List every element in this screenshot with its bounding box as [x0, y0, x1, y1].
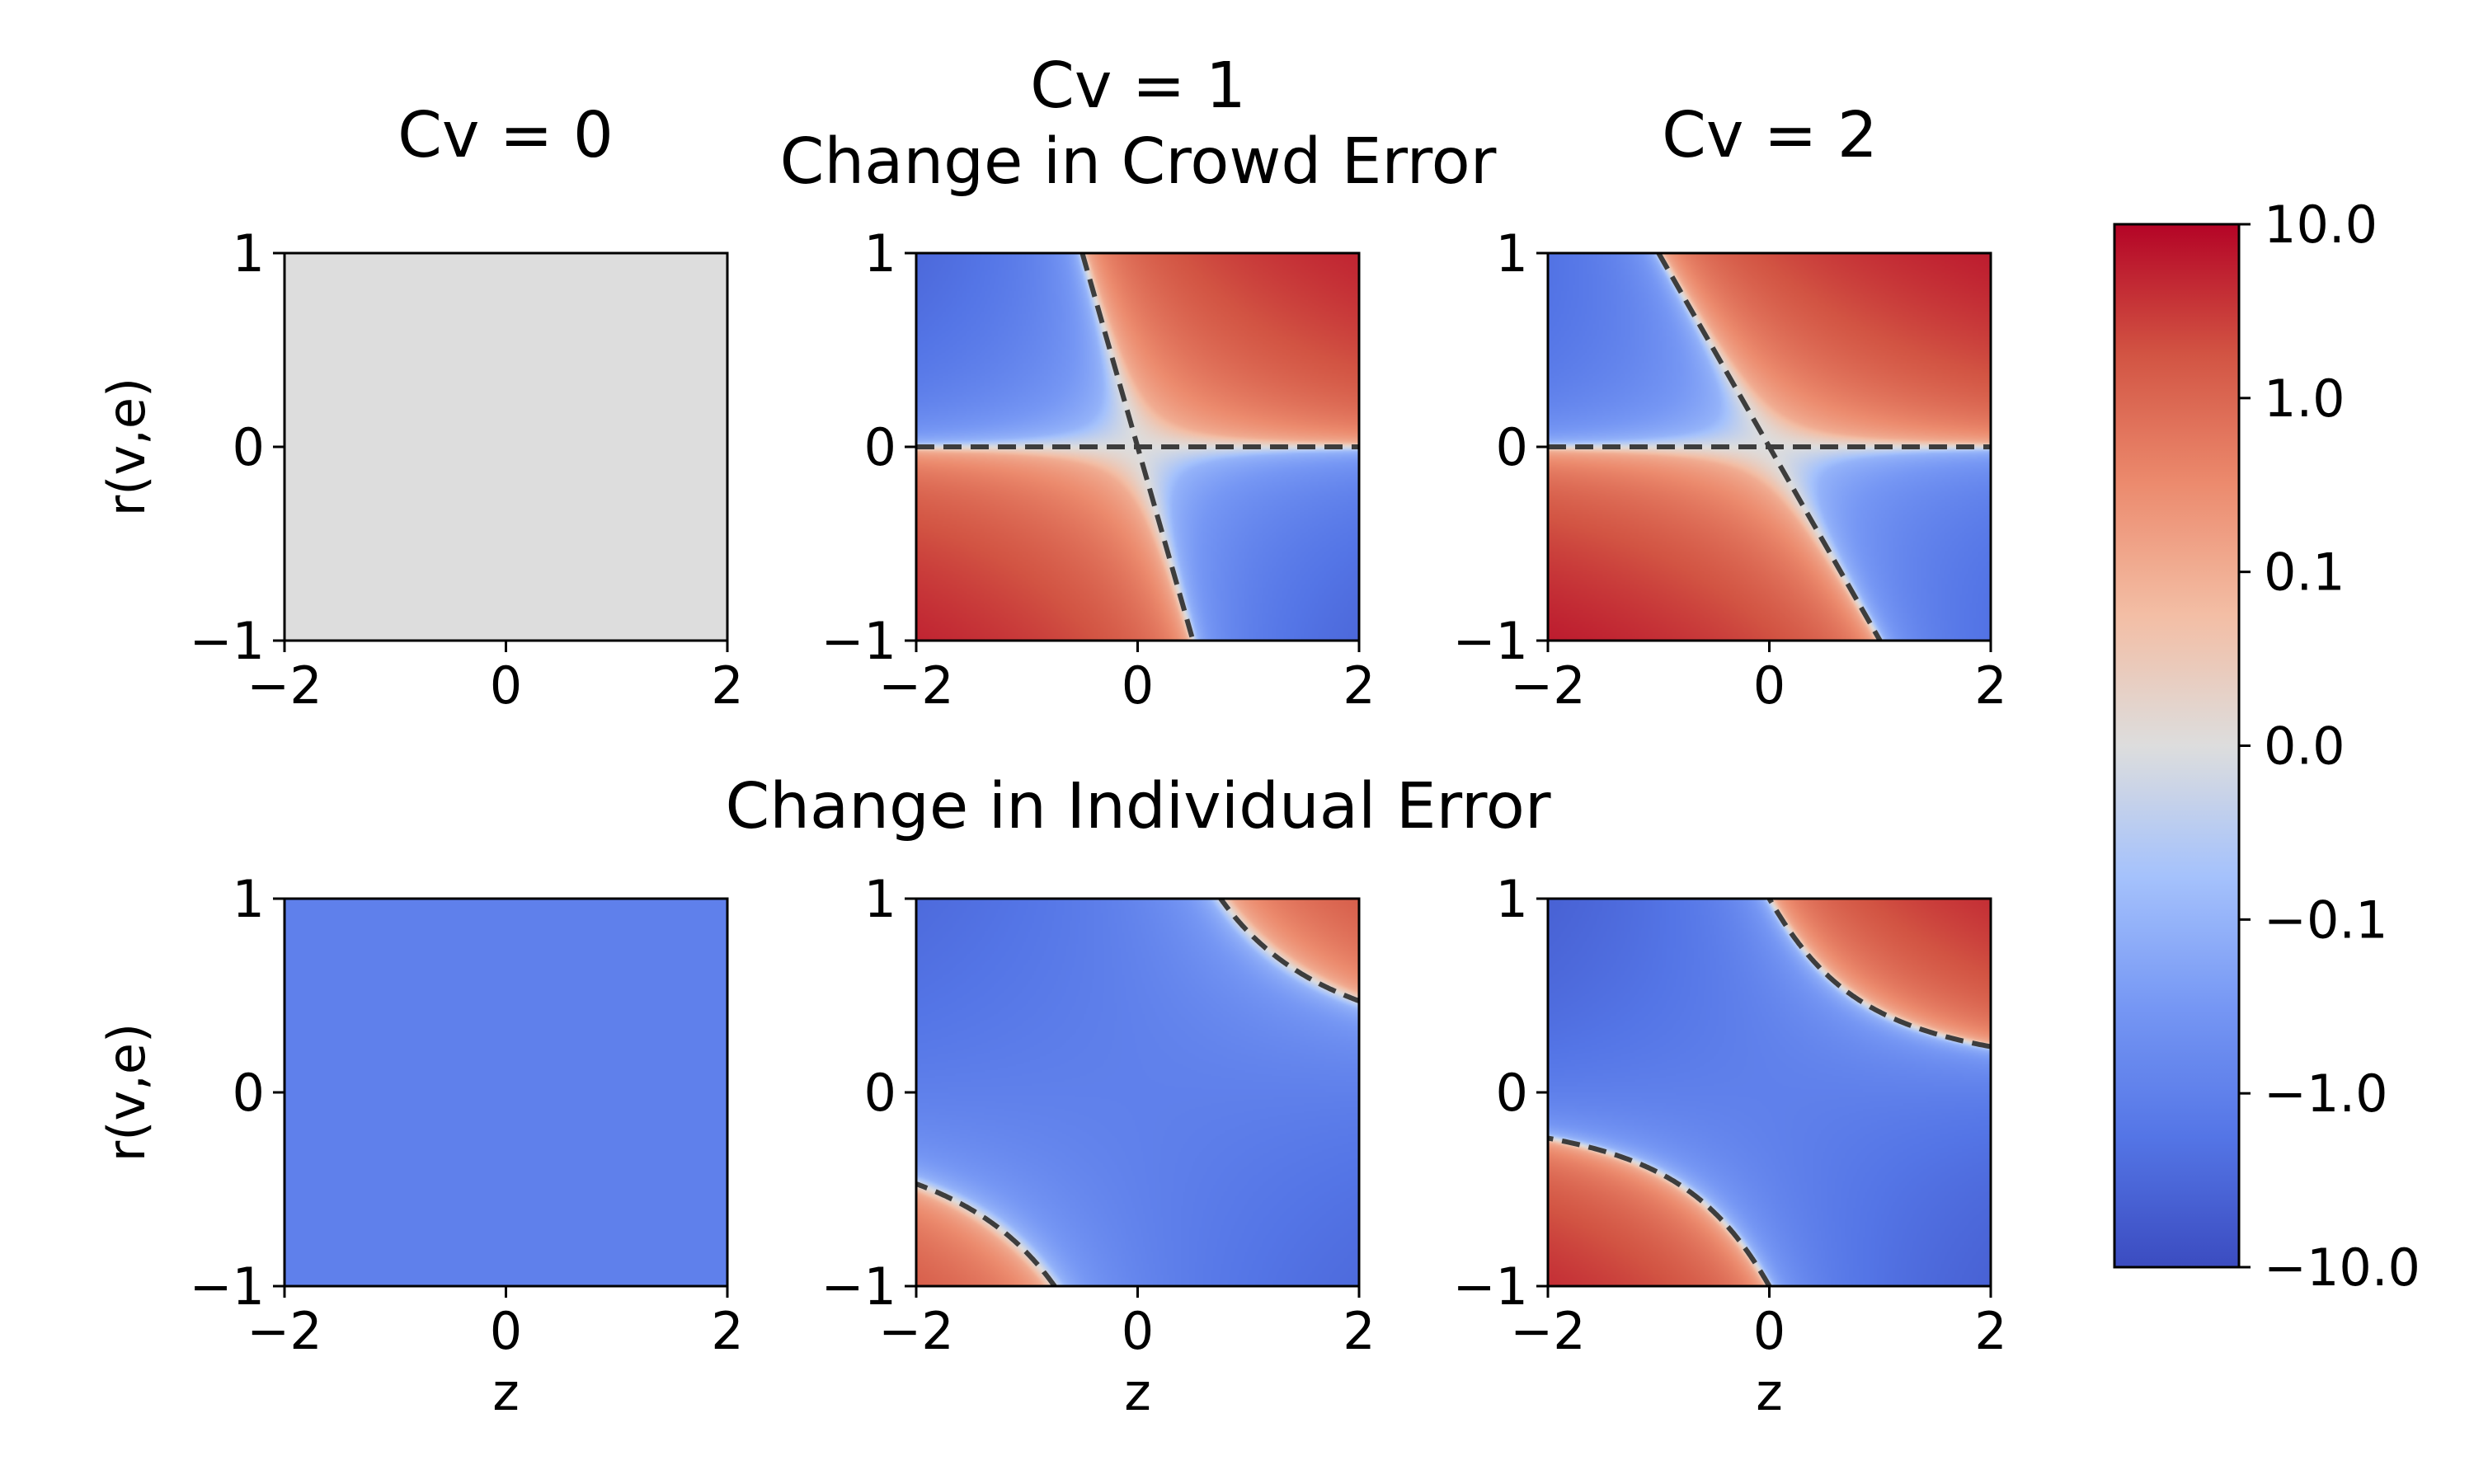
x-axis-label: z: [1756, 1362, 1783, 1422]
title-crowd-error: Change in Crowd Error: [780, 125, 1497, 199]
y-tick-label: −1: [190, 1256, 265, 1317]
contour-group: [1548, 899, 1991, 1286]
y-tick-label: −1: [1453, 611, 1528, 671]
x-tick-label: −2: [878, 1301, 953, 1361]
title-cv0: Cv = 0: [397, 99, 614, 172]
y-tick-label: 0: [233, 417, 265, 477]
heatmap-image: [916, 899, 1359, 1286]
y-tick-label: 1: [864, 223, 896, 284]
x-axis-label: z: [1124, 1362, 1151, 1422]
colorbar-tick-label: 10.0: [2264, 195, 2378, 255]
colorbar-tick-label: −10.0: [2264, 1237, 2420, 1298]
panel-individual-cv2: −2 0 2 −1 0 1 z: [1453, 869, 2007, 1422]
y-tick-label: 0: [233, 1063, 265, 1123]
y-tick-label: 1: [1496, 869, 1528, 929]
contour-curve-upper: [1766, 899, 1991, 1050]
contour-line-diagonal: [1079, 253, 1196, 641]
y-axis-label: r(v,e): [96, 378, 157, 516]
contour-group: [1548, 253, 1991, 641]
contour-curve-lower: [1548, 1135, 1772, 1286]
y-tick-label: 1: [233, 869, 265, 929]
panel-crowd-cv0: −2 0 2 −1 0 1 r(v,e): [96, 223, 744, 716]
x-tick-label: −2: [1510, 1301, 1585, 1361]
x-tick-label: 2: [1974, 1301, 2006, 1361]
panel-crowd-cv1: −2 0 2 −1 0 1: [821, 223, 1376, 716]
y-tick-label: 1: [864, 869, 896, 929]
x-tick-label: 0: [1122, 1301, 1154, 1361]
panel-individual-cv1: −2 0 2 −1 0 1 z: [821, 869, 1376, 1422]
contour-line-diagonal: [1656, 253, 1883, 641]
contour-group: [916, 253, 1359, 641]
x-tick-label: 0: [1753, 1301, 1785, 1361]
y-tick-label: 1: [1496, 223, 1528, 284]
y-tick-label: −1: [821, 611, 896, 671]
colorbar-tick-label: 0.1: [2264, 542, 2345, 603]
y-tick-label: −1: [821, 1256, 896, 1317]
title-individual-error: Change in Individual Error: [725, 770, 1550, 843]
colorbar-gradient: [2114, 224, 2239, 1267]
x-tick-label: 0: [1753, 655, 1785, 716]
title-cv2: Cv = 2: [1662, 99, 1878, 172]
contour-group: [916, 899, 1359, 1286]
panel-crowd-cv2: −2 0 2 −1 0 1: [1453, 223, 2007, 716]
heatmap-image: [1548, 899, 1991, 1286]
x-tick-label: 0: [1122, 655, 1154, 716]
colorbar-tick-label: −1.0: [2264, 1064, 2388, 1124]
heatmap-image: [285, 899, 727, 1286]
x-tick-label: 2: [1343, 1301, 1375, 1361]
x-tick-label: 2: [1343, 655, 1375, 716]
x-tick-label: −2: [878, 655, 953, 716]
x-tick-label: 0: [490, 1301, 522, 1361]
y-tick-label: 0: [864, 417, 896, 477]
x-tick-label: −2: [247, 655, 322, 716]
colorbar-tick-label: 1.0: [2264, 369, 2345, 429]
y-tick-label: −1: [1453, 1256, 1528, 1317]
x-tick-label: −2: [1510, 655, 1585, 716]
title-cv1: Cv = 1: [1030, 49, 1246, 123]
contour-curve-lower: [916, 1181, 1057, 1286]
colorbar: 10.0 1.0 0.1 0.0 −0.1 −1.0 −10.0: [2113, 195, 2420, 1298]
x-tick-label: −2: [247, 1301, 322, 1361]
x-tick-label: 2: [711, 655, 743, 716]
y-tick-label: 1: [233, 223, 265, 284]
colorbar-tick-label: −0.1: [2264, 890, 2388, 950]
x-tick-label: 2: [711, 1301, 743, 1361]
y-tick-label: 0: [1496, 1063, 1528, 1123]
heatmap-image: [285, 253, 727, 641]
contour-curve-upper: [1218, 899, 1359, 1004]
y-tick-label: 0: [1496, 417, 1528, 477]
colorbar-tick-label: 0.0: [2264, 716, 2345, 777]
y-tick-label: 0: [864, 1063, 896, 1123]
x-tick-label: 0: [490, 655, 522, 716]
x-axis-label: z: [492, 1362, 520, 1422]
y-tick-label: −1: [190, 611, 265, 671]
x-tick-label: 2: [1974, 655, 2006, 716]
panel-individual-cv0: −2 0 2 −1 0 1 z r(v,e): [96, 869, 744, 1422]
y-axis-label: r(v,e): [96, 1023, 157, 1162]
